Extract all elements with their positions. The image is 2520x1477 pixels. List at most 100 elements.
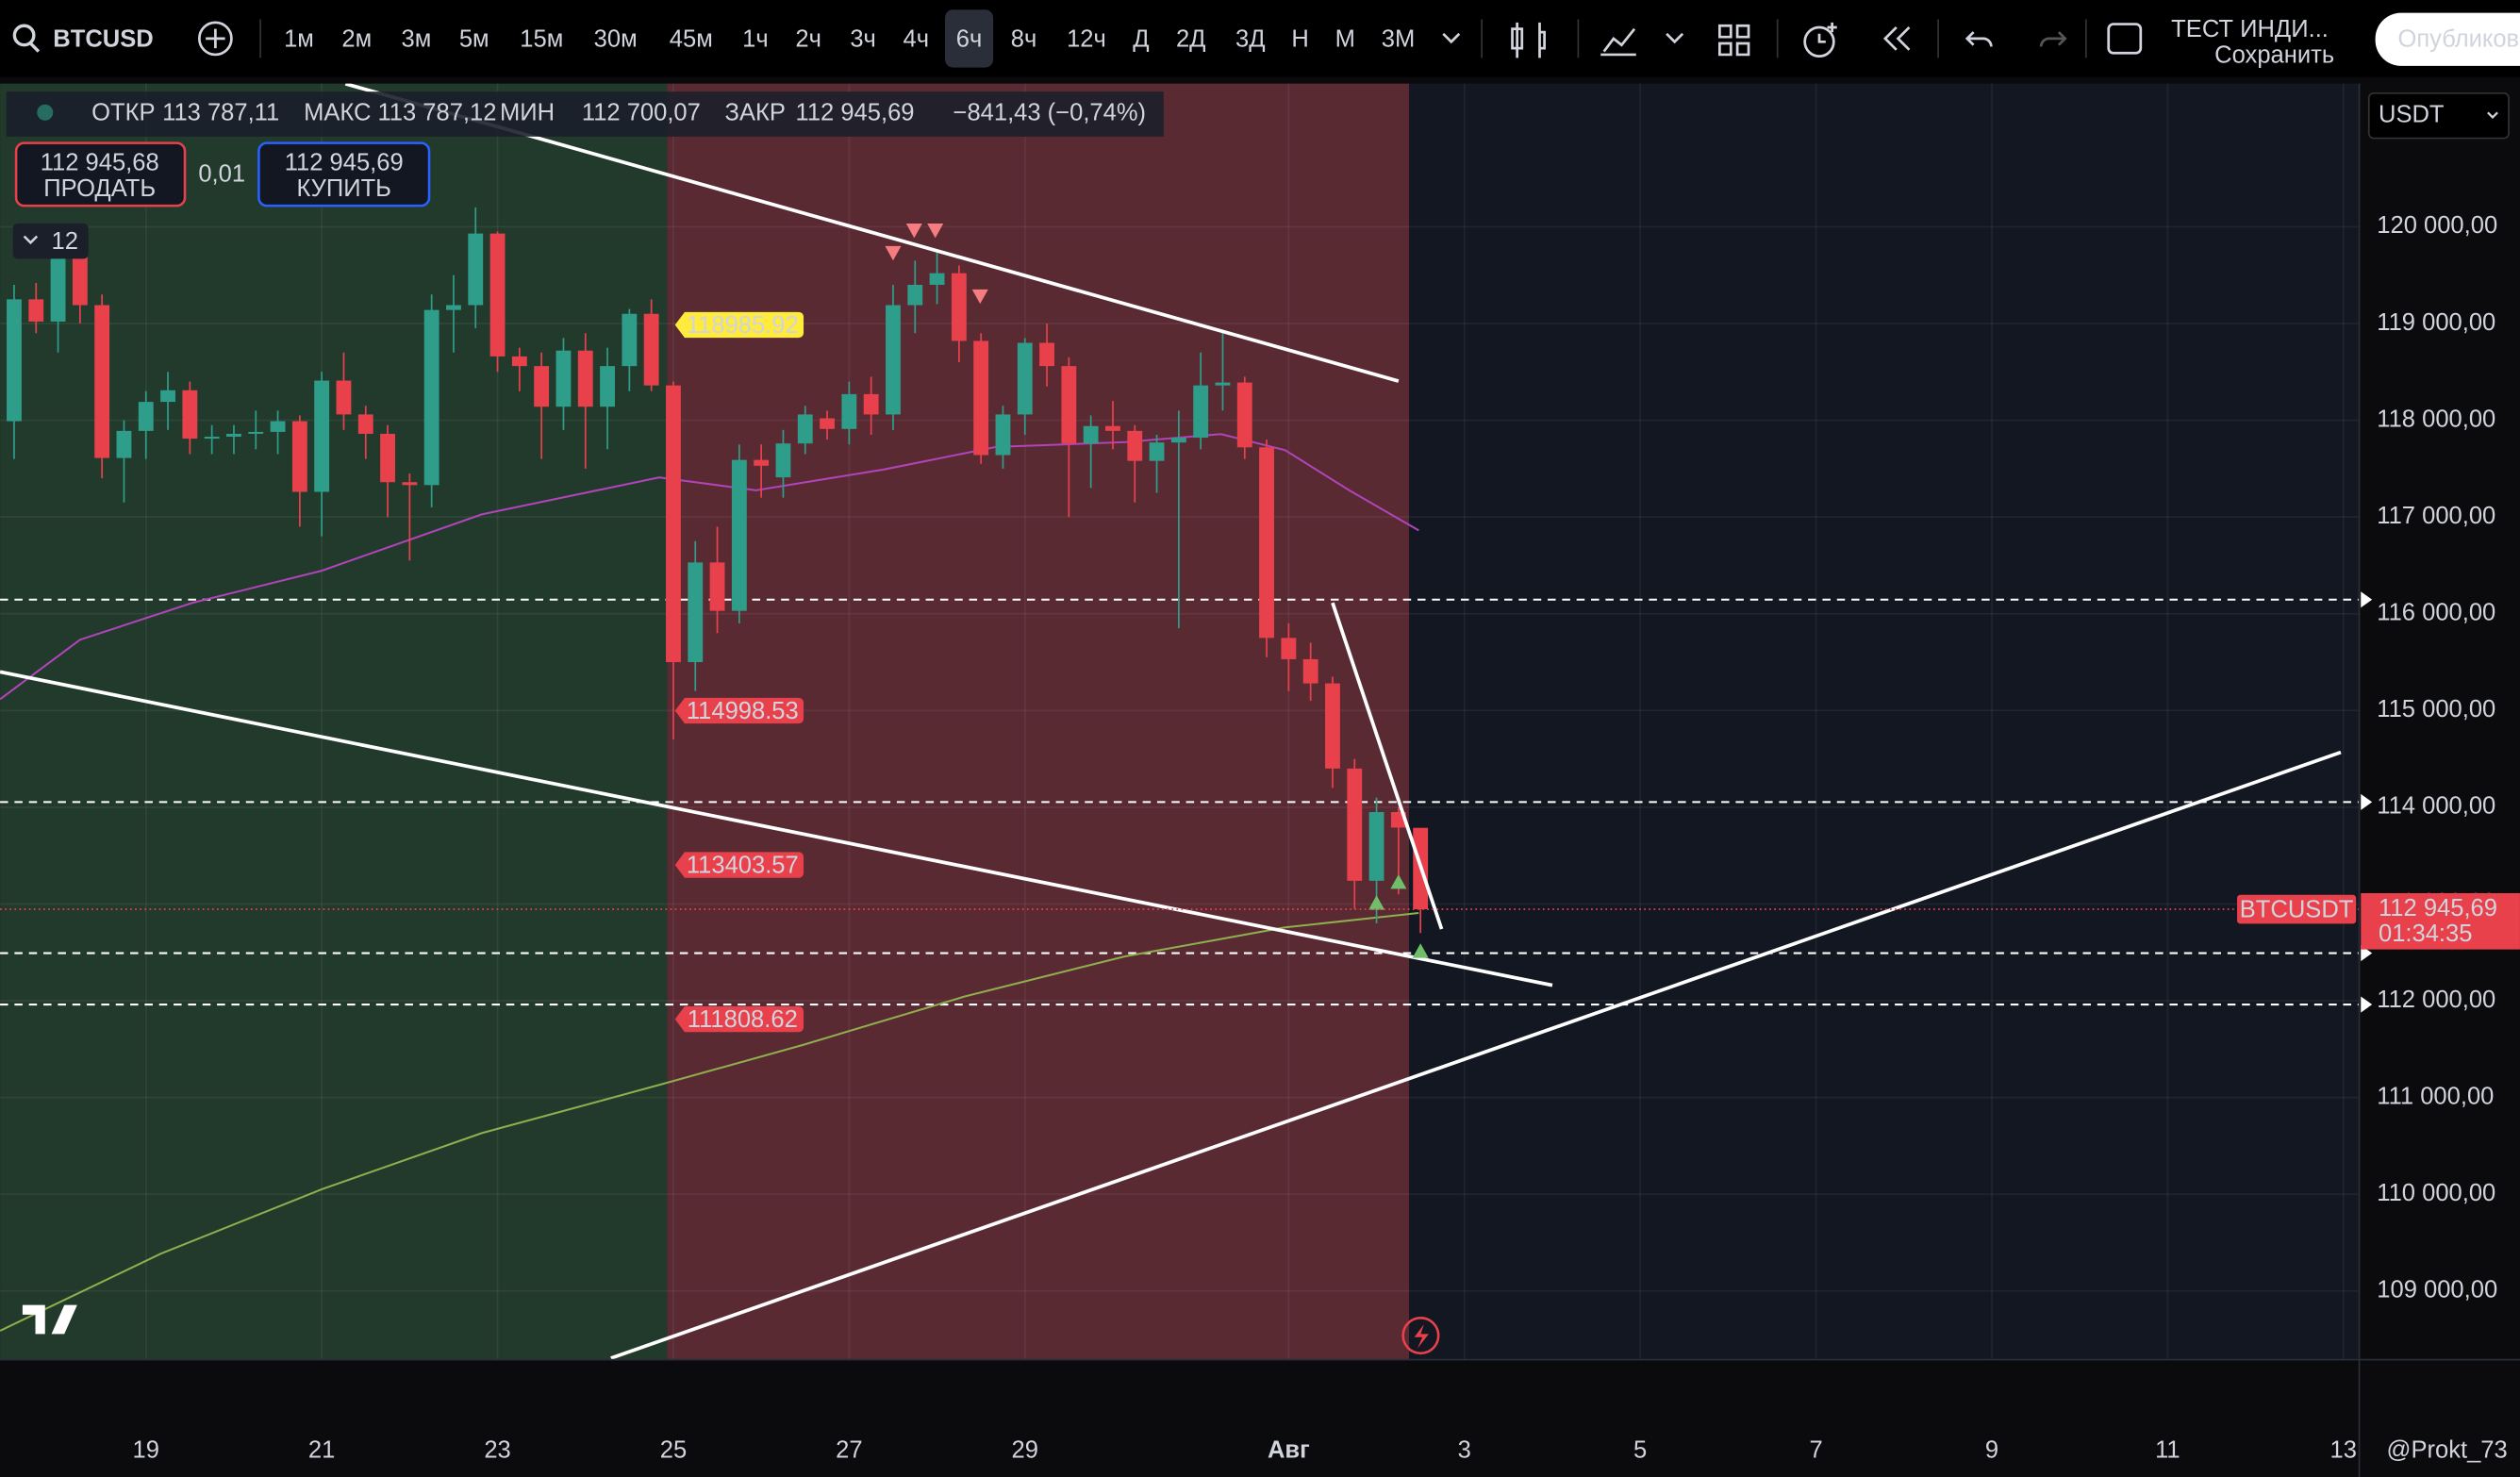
interval-button[interactable]: 30м: [594, 25, 638, 52]
x-tick-label: 11: [2155, 1436, 2180, 1463]
search-icon[interactable]: [12, 24, 36, 47]
templates-button[interactable]: [1717, 24, 1750, 57]
candle-body: [775, 443, 791, 478]
price-tag-label: 112 945,69: [2379, 895, 2497, 921]
plot: 118985.92 114998.53 113403.57 111808.62: [0, 83, 2360, 1360]
save-button[interactable]: Сохранить: [2214, 41, 2334, 68]
candle-body: [820, 418, 835, 429]
y-tick-label: 115 000,00: [2377, 696, 2495, 722]
alert-button[interactable]: [1803, 25, 1835, 58]
level-label: 111808.62: [688, 1006, 798, 1033]
y-tick-label: 109 000,00: [2377, 1277, 2497, 1303]
candle-body: [863, 393, 879, 415]
candle-body: [643, 313, 659, 386]
x-tick-label: 3: [1458, 1436, 1471, 1463]
undo-button[interactable]: [1965, 31, 1993, 47]
buy-signal: [1412, 943, 1429, 958]
interval-button[interactable]: Н: [1291, 25, 1308, 52]
level-marker: [2361, 591, 2373, 608]
candle-body: [995, 414, 1011, 456]
interval-button[interactable]: Д: [1133, 25, 1149, 52]
candle-body: [1281, 638, 1297, 659]
candle-body: [357, 414, 373, 434]
candle-body: [94, 305, 110, 458]
candle-body: [1083, 425, 1099, 444]
candle-body: [1368, 812, 1384, 881]
interval-button[interactable]: М: [1335, 25, 1355, 52]
indicators-dropdown[interactable]: [1666, 32, 1684, 44]
y-tick-label: 110 000,00: [2377, 1180, 2495, 1206]
currency-select[interactable]: [2367, 91, 2510, 140]
spread: 0,01: [198, 160, 245, 187]
trendline: [1331, 602, 1444, 930]
sell-signal: [905, 223, 922, 239]
interval-button[interactable]: 5м: [459, 25, 489, 52]
layout-button[interactable]: [2107, 23, 2143, 55]
candle-body: [468, 233, 484, 306]
candle-body: [248, 431, 264, 434]
candle-body: [336, 380, 352, 415]
sell-signal: [927, 223, 944, 239]
x-tick-label: 21: [308, 1436, 335, 1463]
alert-bolt: [1414, 1324, 1429, 1349]
sell-label: ПРОДАТЬ: [43, 175, 156, 202]
interval-button[interactable]: 3м: [401, 25, 431, 52]
layout-name[interactable]: ТЕСТ ИНДИ...: [2171, 16, 2329, 42]
interval-button[interactable]: 12ч: [1067, 25, 1106, 52]
x-tick-label: 5: [1633, 1436, 1647, 1463]
candle-body: [1149, 442, 1165, 461]
candle-body: [1039, 342, 1054, 367]
toolbar: BTCUSD ТЕСТ ИНДИ... Сохранить Опубликов …: [0, 0, 2520, 77]
interval-button[interactable]: 1ч: [742, 25, 769, 52]
redo-button[interactable]: [2039, 31, 2067, 47]
buy-button[interactable]: [257, 141, 431, 207]
x-tick-label: 29: [1012, 1436, 1038, 1463]
replay-button[interactable]: [1882, 26, 1911, 51]
compare-button[interactable]: [197, 21, 233, 57]
candle-body: [1061, 366, 1077, 444]
toolbar-bg: [0, 0, 2520, 77]
interval-button[interactable]: 15м: [520, 25, 563, 52]
axes: 109 000,00 110 000,00 111 000,00 112 000,00…: [0, 83, 2520, 1477]
candle-body: [270, 421, 286, 432]
interval-button[interactable]: 8ч: [1011, 25, 1037, 52]
interval-button[interactable]: 1м: [284, 25, 314, 52]
interval-button[interactable]: 4ч: [904, 25, 930, 52]
interval-button[interactable]: 2Д: [1176, 25, 1206, 52]
moving-average: [0, 433, 1419, 701]
indicators-button[interactable]: [1600, 27, 1636, 57]
indicators-toggle[interactable]: [12, 223, 89, 259]
y-tick-label: 117 000,00: [2377, 503, 2495, 529]
y-tick-label: 119 000,00: [2377, 309, 2495, 336]
symbol[interactable]: BTCUSD: [53, 25, 153, 52]
compare-icon: [206, 28, 225, 49]
candle-body: [1347, 768, 1363, 881]
legend-label: ОТКР: [91, 100, 155, 126]
interval-button[interactable]: 2ч: [795, 25, 821, 52]
sell-button[interactable]: [14, 141, 187, 207]
interval-button[interactable]: 6ч: [956, 25, 983, 52]
publish-button[interactable]: [2375, 12, 2520, 66]
y-tick-label: 111 000,00: [2377, 1083, 2494, 1109]
chevron: [2487, 111, 2498, 119]
chart-type-button[interactable]: [1511, 22, 1546, 58]
interval-button[interactable]: 3ч: [850, 25, 876, 52]
price-tag-bg: [2361, 892, 2520, 950]
alert-icon[interactable]: [1401, 1317, 1440, 1355]
candle-body: [1017, 342, 1033, 415]
x-tick-label: 9: [1985, 1436, 1998, 1463]
interval-active-bg: [945, 9, 994, 68]
interval-button[interactable]: 3М: [1382, 25, 1416, 52]
interval-button[interactable]: 2м: [341, 25, 372, 52]
candle-body: [182, 390, 198, 440]
candle-body: [973, 340, 989, 456]
symbol-tag-bg: [2237, 894, 2357, 924]
interval-button[interactable]: 3Д: [1235, 25, 1266, 52]
trendline: [610, 750, 2342, 1360]
interval-button[interactable]: 45м: [670, 25, 713, 52]
candle-body: [402, 482, 418, 486]
intervals-dropdown[interactable]: [1442, 32, 1461, 44]
symbol-tag: BTCUSDT: [2240, 896, 2354, 922]
candle-body: [622, 313, 638, 367]
